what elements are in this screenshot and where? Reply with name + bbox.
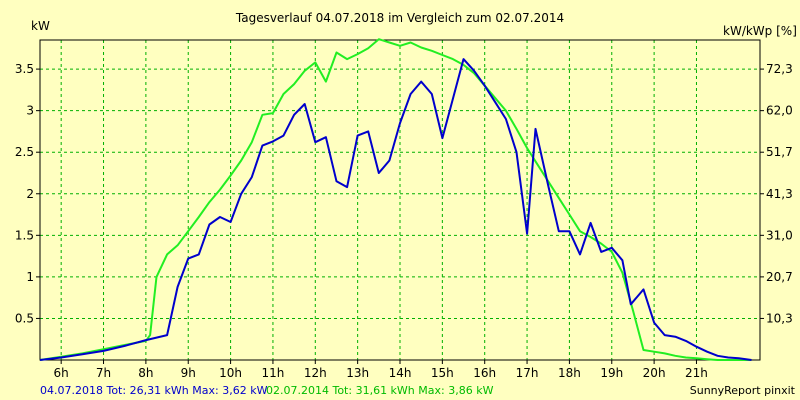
x-tick-label: 12h <box>304 366 327 380</box>
x-tick-label: 17h <box>516 366 539 380</box>
x-tick-label: 7h <box>96 366 111 380</box>
y-tick-label-right: 62,0 <box>766 104 793 118</box>
series-line-02-07-2014 <box>39 38 752 361</box>
series-line-04-07-2018 <box>39 58 752 361</box>
y-tick-label-left: 1 <box>26 270 34 284</box>
y-tick-label-left: 0.5 <box>15 311 34 325</box>
credit-text: SunnyReport pinxit <box>690 384 796 397</box>
y-tick-label-right: 72,3 <box>766 62 793 76</box>
chart-title: Tagesverlauf 04.07.2018 im Vergleich zum… <box>235 11 564 25</box>
y-tick-label-left: 2 <box>26 187 34 201</box>
x-tick-label: 20h <box>643 366 666 380</box>
x-tick-label: 21h <box>685 366 708 380</box>
x-tick-label: 11h <box>262 366 285 380</box>
y-tick-label-right: 31,0 <box>766 228 793 242</box>
y-tick-label-left: 1.5 <box>15 228 34 242</box>
y-tick-label-right: 10,3 <box>766 311 793 325</box>
y-tick-label-left: 3.5 <box>15 62 34 76</box>
y-axis-left-label: kW <box>31 19 50 33</box>
y-tick-label-right: 41,3 <box>766 187 793 201</box>
legend-2018-stats: 04.07.2018 Tot: 26,31 kWh Max: 3,62 kW <box>40 384 268 397</box>
y-tick-label-left: 3 <box>26 104 34 118</box>
x-tick-label: 15h <box>431 366 454 380</box>
y-axis-right-label: kW/kWp [%] <box>723 24 797 38</box>
x-tick-label: 8h <box>138 366 153 380</box>
x-tick-label: 19h <box>600 366 623 380</box>
legend-2014-stats: 02.07.2014 Tot: 31,61 kWh Max: 3,86 kW <box>266 384 494 397</box>
grid <box>40 40 760 360</box>
y-tick-label-left: 2.5 <box>15 145 34 159</box>
x-tick-label: 10h <box>219 366 242 380</box>
x-tick-label: 16h <box>473 366 496 380</box>
x-tick-label: 6h <box>54 366 69 380</box>
x-tick-label: 18h <box>558 366 581 380</box>
x-tick-label: 14h <box>389 366 412 380</box>
y-tick-label-right: 20,7 <box>766 270 793 284</box>
x-tick-label: 13h <box>346 366 369 380</box>
x-tick-label: 9h <box>181 366 196 380</box>
y-tick-label-right: 51,7 <box>766 145 793 159</box>
series-layer <box>39 38 752 361</box>
tick-labels: 6h 7h 8h 9h 10h 11h 12h 13h 14h 15h 16h 17h 18h 19h 20… <box>15 62 793 380</box>
